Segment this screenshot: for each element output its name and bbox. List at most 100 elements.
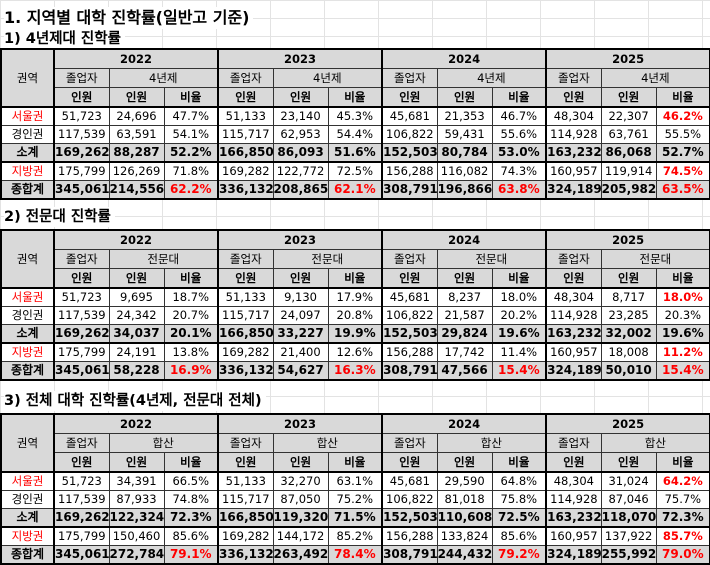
graduates-count[interactable]: 106,822 xyxy=(381,490,438,509)
region-header[interactable]: 권역 xyxy=(0,229,55,289)
graduates-count-header[interactable]: 인원 xyxy=(545,268,602,289)
enrolled-count[interactable]: 63,591 xyxy=(108,125,165,144)
enrollment-ratio[interactable]: 20.3% xyxy=(655,306,710,325)
graduates-count[interactable]: 308,791 xyxy=(381,545,438,565)
enrolled-count[interactable]: 88,287 xyxy=(108,143,165,163)
group-header[interactable]: 합산 xyxy=(600,433,710,453)
enrolled-count-header[interactable]: 인원 xyxy=(272,87,329,108)
ratio-header[interactable]: 비율 xyxy=(327,87,383,108)
enrolled-count[interactable]: 24,097 xyxy=(272,306,329,325)
graduates-count[interactable]: 169,282 xyxy=(217,342,274,362)
graduates-count[interactable]: 117,539 xyxy=(53,125,110,144)
group-header[interactable]: 합산 xyxy=(436,433,547,453)
enrolled-count[interactable]: 24,342 xyxy=(108,306,165,325)
graduates-count-header[interactable]: 인원 xyxy=(545,87,602,108)
enrolled-count-header[interactable]: 인원 xyxy=(600,452,657,473)
graduates-count[interactable]: 324,189 xyxy=(545,361,602,381)
enrollment-ratio[interactable]: 18.0% xyxy=(491,287,547,307)
enrolled-count[interactable]: 8,237 xyxy=(436,287,493,307)
enrolled-count[interactable]: 87,046 xyxy=(600,490,657,509)
enrollment-ratio[interactable]: 62.2% xyxy=(163,180,219,200)
enrollment-ratio[interactable]: 66.5% xyxy=(163,471,219,491)
enrollment-ratio[interactable]: 75.7% xyxy=(655,490,710,509)
enrollment-ratio[interactable]: 53.0% xyxy=(491,143,547,163)
enrollment-ratio[interactable]: 75.8% xyxy=(491,490,547,509)
enrolled-count[interactable]: 34,037 xyxy=(108,324,165,344)
enrollment-ratio[interactable]: 75.2% xyxy=(327,490,383,509)
enrollment-ratio[interactable]: 72.3% xyxy=(163,508,219,528)
graduates-count[interactable]: 160,957 xyxy=(545,161,602,181)
enrollment-ratio[interactable]: 17.9% xyxy=(327,287,383,307)
enrollment-ratio[interactable]: 11.4% xyxy=(491,342,547,362)
graduates-count[interactable]: 115,717 xyxy=(217,306,274,325)
enrolled-count[interactable]: 50,010 xyxy=(600,361,657,381)
enrolled-count-header[interactable]: 인원 xyxy=(272,452,329,473)
enrolled-count[interactable]: 58,228 xyxy=(108,361,165,381)
group-header[interactable]: 합산 xyxy=(272,433,383,453)
enrolled-count[interactable]: 244,432 xyxy=(436,545,493,565)
enrollment-ratio[interactable]: 78.4% xyxy=(327,545,383,565)
ratio-header[interactable]: 비율 xyxy=(491,87,547,108)
graduates-count[interactable]: 175,799 xyxy=(53,161,110,181)
graduates-count[interactable]: 166,850 xyxy=(217,508,274,528)
graduates-count-header[interactable]: 인원 xyxy=(381,268,438,289)
year-header-2024[interactable]: 2024 xyxy=(381,48,547,69)
group-header[interactable]: 전문대 xyxy=(600,249,710,269)
group-header[interactable]: 4년제 xyxy=(272,68,383,88)
enrolled-count[interactable]: 214,556 xyxy=(108,180,165,200)
graduates-count[interactable]: 51,133 xyxy=(217,287,274,307)
enrolled-count[interactable]: 144,172 xyxy=(272,526,329,546)
enrolled-count[interactable]: 21,353 xyxy=(436,106,493,126)
graduates-count[interactable]: 115,717 xyxy=(217,490,274,509)
enrolled-count[interactable]: 122,324 xyxy=(108,508,165,528)
region-label[interactable]: 경인권 xyxy=(0,125,55,144)
graduates-count[interactable]: 45,681 xyxy=(381,471,438,491)
enrolled-count[interactable]: 23,285 xyxy=(600,306,657,325)
enrollment-ratio[interactable]: 64.8% xyxy=(491,471,547,491)
graduates-header[interactable]: 졸업자 xyxy=(545,68,602,88)
group-header[interactable]: 4년제 xyxy=(108,68,219,88)
enrolled-count[interactable]: 205,982 xyxy=(600,180,657,200)
graduates-count[interactable]: 324,189 xyxy=(545,180,602,200)
enrollment-ratio[interactable]: 16.9% xyxy=(163,361,219,381)
ratio-header[interactable]: 비율 xyxy=(655,452,710,473)
graduates-count[interactable]: 308,791 xyxy=(381,180,438,200)
enrollment-ratio[interactable]: 71.8% xyxy=(163,161,219,181)
graduates-count[interactable]: 48,304 xyxy=(545,287,602,307)
region-label[interactable]: 서울권 xyxy=(0,471,55,491)
graduates-count[interactable]: 336,132 xyxy=(217,180,274,200)
enrolled-count[interactable]: 33,227 xyxy=(272,324,329,344)
graduates-count[interactable]: 163,232 xyxy=(545,508,602,528)
enrollment-ratio[interactable]: 79.2% xyxy=(491,545,547,565)
graduates-header[interactable]: 졸업자 xyxy=(53,68,110,88)
year-header-2023[interactable]: 2023 xyxy=(217,48,383,69)
enrolled-count[interactable]: 86,068 xyxy=(600,143,657,163)
enrollment-ratio[interactable]: 85.7% xyxy=(655,526,710,546)
graduates-count-header[interactable]: 인원 xyxy=(217,452,274,473)
graduates-count[interactable]: 160,957 xyxy=(545,342,602,362)
graduates-count[interactable]: 48,304 xyxy=(545,471,602,491)
region-label[interactable]: 소계 xyxy=(0,324,55,344)
enrolled-count[interactable]: 18,008 xyxy=(600,342,657,362)
graduates-count[interactable]: 156,288 xyxy=(381,526,438,546)
enrollment-ratio[interactable]: 19.9% xyxy=(327,324,383,344)
group-header[interactable]: 전문대 xyxy=(272,249,383,269)
graduates-count[interactable]: 45,681 xyxy=(381,287,438,307)
enrollment-ratio[interactable]: 20.1% xyxy=(163,324,219,344)
enrolled-count[interactable]: 87,050 xyxy=(272,490,329,509)
enrolled-count[interactable]: 119,320 xyxy=(272,508,329,528)
enrolled-count[interactable]: 63,761 xyxy=(600,125,657,144)
ratio-header[interactable]: 비율 xyxy=(491,452,547,473)
enrollment-ratio[interactable]: 52.7% xyxy=(655,143,710,163)
region-label[interactable]: 지방권 xyxy=(0,526,55,546)
ratio-header[interactable]: 비율 xyxy=(491,268,547,289)
enrollment-ratio[interactable]: 85.6% xyxy=(491,526,547,546)
enrollment-ratio[interactable]: 16.3% xyxy=(327,361,383,381)
enrolled-count[interactable]: 150,460 xyxy=(108,526,165,546)
enrolled-count-header[interactable]: 인원 xyxy=(108,268,165,289)
enrolled-count[interactable]: 54,627 xyxy=(272,361,329,381)
graduates-count-header[interactable]: 인원 xyxy=(53,268,110,289)
enrolled-count[interactable]: 24,696 xyxy=(108,106,165,126)
enrolled-count[interactable]: 32,270 xyxy=(272,471,329,491)
enrolled-count[interactable]: 81,018 xyxy=(436,490,493,509)
